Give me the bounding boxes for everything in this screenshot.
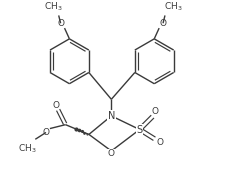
Text: O: O (160, 19, 166, 28)
Text: O: O (57, 19, 64, 28)
Text: O: O (42, 128, 50, 137)
Text: N: N (108, 111, 115, 121)
Text: O: O (52, 101, 59, 110)
Text: CH$_3$: CH$_3$ (44, 0, 63, 13)
Text: O: O (156, 138, 164, 147)
Text: O: O (152, 107, 159, 116)
Text: S: S (136, 124, 143, 135)
Text: CH$_3$: CH$_3$ (18, 143, 37, 155)
Text: O: O (108, 149, 115, 158)
Text: CH$_3$: CH$_3$ (164, 0, 183, 13)
